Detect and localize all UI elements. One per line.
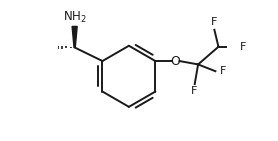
Polygon shape <box>72 26 77 48</box>
Text: F: F <box>220 66 226 76</box>
Text: F: F <box>191 86 197 96</box>
Text: F: F <box>239 42 246 52</box>
Text: F: F <box>211 17 218 27</box>
Text: O: O <box>170 55 180 68</box>
Text: NH$_2$: NH$_2$ <box>63 10 86 25</box>
